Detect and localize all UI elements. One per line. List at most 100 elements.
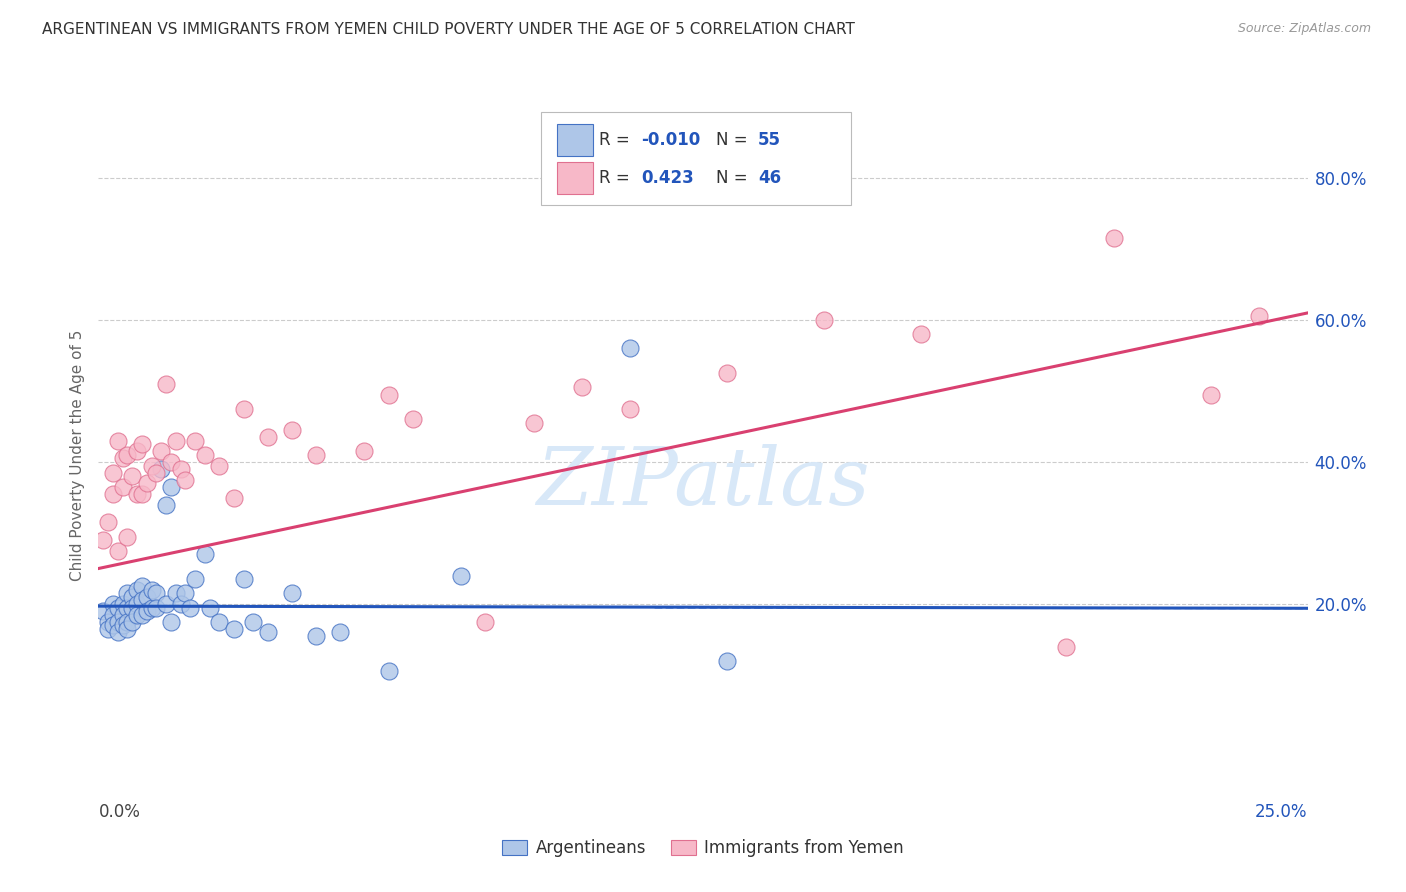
Point	[97, 615, 120, 629]
Point	[155, 376, 177, 391]
Point	[107, 625, 129, 640]
Text: 25.0%: 25.0%	[1256, 803, 1308, 821]
Point	[145, 466, 167, 480]
Point	[232, 401, 254, 416]
Point	[169, 462, 191, 476]
Point	[474, 615, 496, 629]
Point	[910, 327, 932, 342]
Point	[619, 342, 641, 356]
Point	[127, 582, 149, 597]
Point	[329, 625, 352, 640]
Point	[169, 597, 191, 611]
Point	[1054, 640, 1077, 654]
Point	[131, 593, 153, 607]
Point	[97, 516, 120, 530]
Point	[184, 434, 207, 448]
Text: ZIPatlas: ZIPatlas	[536, 444, 870, 522]
Text: R =: R =	[599, 169, 640, 186]
Point	[117, 615, 139, 629]
Text: N =: N =	[716, 169, 752, 186]
Point	[107, 615, 129, 629]
Point	[208, 458, 231, 473]
Point	[208, 615, 231, 629]
Point	[131, 607, 153, 622]
Point	[160, 455, 183, 469]
Point	[101, 607, 124, 622]
Point	[377, 665, 399, 679]
Point	[198, 600, 221, 615]
Point	[256, 430, 278, 444]
Point	[222, 622, 245, 636]
Point	[101, 487, 124, 501]
Point	[107, 600, 129, 615]
Point	[305, 448, 328, 462]
Point	[145, 586, 167, 600]
Point	[716, 654, 738, 668]
Point	[150, 462, 173, 476]
Point	[222, 491, 245, 505]
Point	[121, 469, 143, 483]
Point	[117, 622, 139, 636]
Point	[111, 597, 134, 611]
Point	[523, 416, 546, 430]
Point	[141, 600, 163, 615]
Text: N =: N =	[716, 131, 752, 149]
Point	[305, 629, 328, 643]
Point	[184, 572, 207, 586]
Point	[1249, 310, 1271, 324]
Point	[194, 448, 217, 462]
Point	[281, 423, 304, 437]
Point	[179, 600, 201, 615]
Point	[155, 498, 177, 512]
Point	[141, 458, 163, 473]
Point	[121, 615, 143, 629]
Point	[155, 597, 177, 611]
Point	[135, 476, 157, 491]
Text: 0.0%: 0.0%	[98, 803, 141, 821]
Point	[101, 597, 124, 611]
Point	[131, 579, 153, 593]
Point	[111, 480, 134, 494]
Point	[256, 625, 278, 640]
Point	[281, 586, 304, 600]
Point	[127, 597, 149, 611]
Text: R =: R =	[599, 131, 636, 149]
Point	[450, 568, 472, 582]
Point	[165, 586, 187, 600]
Text: 0.423: 0.423	[641, 169, 695, 186]
Point	[619, 401, 641, 416]
Y-axis label: Child Poverty Under the Age of 5: Child Poverty Under the Age of 5	[69, 329, 84, 581]
Point	[117, 600, 139, 615]
Point	[91, 533, 114, 548]
Text: Source: ZipAtlas.com: Source: ZipAtlas.com	[1237, 22, 1371, 36]
Point	[117, 586, 139, 600]
Point	[91, 604, 114, 618]
Point	[353, 444, 375, 458]
Point	[813, 313, 835, 327]
Text: ARGENTINEAN VS IMMIGRANTS FROM YEMEN CHILD POVERTY UNDER THE AGE OF 5 CORRELATIO: ARGENTINEAN VS IMMIGRANTS FROM YEMEN CHI…	[42, 22, 855, 37]
Point	[131, 437, 153, 451]
Text: 55: 55	[758, 131, 780, 149]
Point	[101, 466, 124, 480]
Point	[107, 543, 129, 558]
Point	[135, 590, 157, 604]
Point	[174, 473, 197, 487]
Point	[165, 434, 187, 448]
Point	[571, 380, 593, 394]
Text: 46: 46	[758, 169, 780, 186]
Point	[117, 448, 139, 462]
Point	[145, 600, 167, 615]
Point	[127, 487, 149, 501]
Point	[716, 366, 738, 380]
Point	[194, 547, 217, 561]
Point	[111, 607, 134, 622]
Point	[121, 600, 143, 615]
Point	[141, 582, 163, 597]
Point	[127, 607, 149, 622]
Point	[111, 618, 134, 632]
Point	[242, 615, 264, 629]
Point	[111, 451, 134, 466]
Point	[377, 387, 399, 401]
Point	[160, 615, 183, 629]
Point	[1102, 231, 1125, 245]
